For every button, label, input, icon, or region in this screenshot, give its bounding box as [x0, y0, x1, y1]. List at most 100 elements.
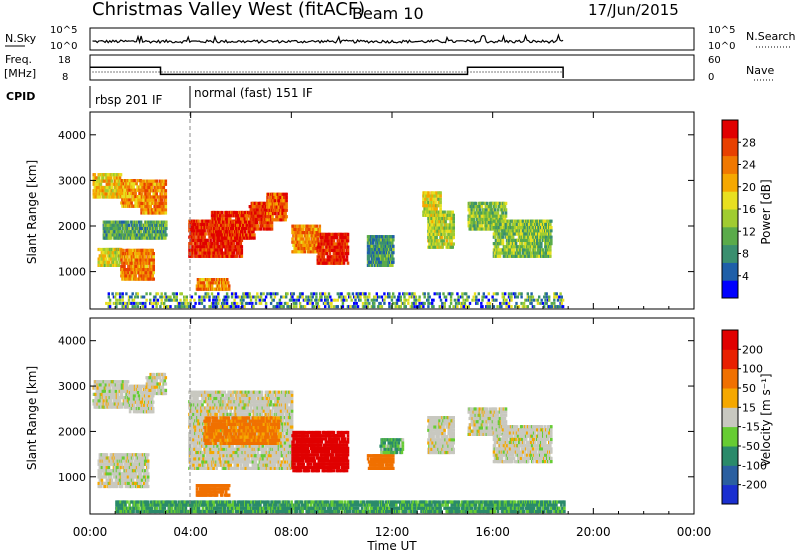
power-cell	[149, 220, 153, 224]
power-cell	[324, 305, 327, 309]
power-cell	[550, 242, 553, 246]
power-cell	[193, 305, 196, 309]
power-cell	[241, 301, 244, 305]
power-cell	[122, 223, 126, 227]
power-cell	[143, 258, 146, 262]
power-cell	[141, 182, 144, 186]
power-cell	[140, 201, 143, 205]
power-cell	[499, 301, 502, 305]
power-cell	[285, 295, 288, 299]
power-cell	[143, 208, 146, 212]
power-cell	[377, 241, 381, 245]
power-cell	[122, 301, 126, 305]
power-cell	[532, 245, 536, 249]
power-cell	[249, 295, 253, 299]
power-cell	[272, 218, 275, 222]
power-cell	[290, 298, 293, 302]
power-cell	[208, 251, 211, 255]
power-cell	[496, 208, 500, 212]
power-cell	[145, 298, 148, 302]
power-cell	[441, 210, 444, 214]
power-cell	[227, 287, 231, 291]
power-cell	[154, 295, 157, 299]
power-cell	[514, 292, 517, 296]
power-cell	[106, 189, 110, 193]
power-cell	[324, 298, 327, 302]
power-cell	[107, 173, 111, 177]
power-cell	[327, 305, 331, 309]
power-cell	[493, 251, 497, 255]
power-cell	[439, 204, 442, 208]
freq-tick-left-bottom: 8	[62, 72, 68, 83]
power-cell	[285, 301, 288, 305]
power-cell	[239, 242, 243, 246]
power-cell	[422, 292, 425, 296]
power-cell	[104, 223, 108, 227]
power-cell	[452, 242, 455, 246]
power-cell	[285, 292, 288, 296]
power-cell	[235, 254, 239, 258]
power-cell	[113, 295, 117, 299]
power-cell	[409, 305, 412, 309]
power-cell	[164, 179, 168, 183]
power-cell	[327, 255, 331, 259]
power-cell	[212, 301, 215, 305]
power-cell	[133, 198, 136, 202]
power-cell	[432, 204, 435, 208]
power-cell	[159, 233, 162, 237]
power-cell	[303, 305, 307, 309]
power-cell	[544, 298, 547, 302]
power-cell	[220, 305, 224, 309]
power-cell	[139, 301, 142, 305]
power-cell	[256, 227, 260, 231]
power-cell	[107, 176, 111, 180]
power-cell	[126, 268, 129, 272]
power-cell	[198, 298, 201, 302]
power-cell	[495, 217, 499, 221]
power-cell	[297, 298, 300, 302]
power-cell	[245, 226, 248, 231]
power-cell	[278, 301, 282, 305]
power-cell	[153, 182, 156, 186]
power-cell	[268, 205, 271, 209]
power-cell	[294, 227, 297, 231]
power-cell	[266, 202, 269, 206]
power-cell	[340, 232, 344, 236]
power-cell	[481, 295, 484, 299]
power-cell	[313, 243, 317, 247]
power-cell	[346, 252, 350, 256]
power-cell	[121, 298, 124, 302]
power-cell	[424, 191, 427, 195]
power-cell	[375, 292, 378, 296]
power-cell	[122, 248, 125, 252]
power-cell	[309, 250, 313, 254]
power-cell	[300, 234, 303, 238]
power-cell	[478, 224, 482, 228]
power-cell	[486, 301, 489, 305]
power-cell	[432, 305, 435, 309]
power-cell	[507, 292, 511, 296]
power-cell	[431, 223, 434, 227]
power-cell	[332, 236, 336, 240]
power-cell	[294, 240, 297, 244]
power-cell	[550, 226, 553, 230]
power-cell	[242, 298, 245, 302]
power-cell	[147, 230, 151, 234]
power-cell	[403, 292, 406, 296]
power-cell	[95, 176, 99, 180]
power-cell	[190, 251, 193, 255]
power-cell	[284, 211, 287, 216]
power-cell	[139, 258, 142, 262]
nsky-trace	[92, 33, 564, 45]
power-cell	[191, 232, 194, 236]
power-cell	[107, 179, 111, 183]
power-cell	[237, 305, 240, 309]
power-cell	[107, 260, 111, 264]
power-cell	[240, 245, 244, 249]
power-cell	[432, 229, 435, 233]
power-cell	[263, 201, 267, 205]
power-cell	[282, 192, 285, 196]
power-cell	[109, 230, 113, 234]
power-cell	[543, 251, 546, 255]
power-cell	[335, 305, 338, 309]
